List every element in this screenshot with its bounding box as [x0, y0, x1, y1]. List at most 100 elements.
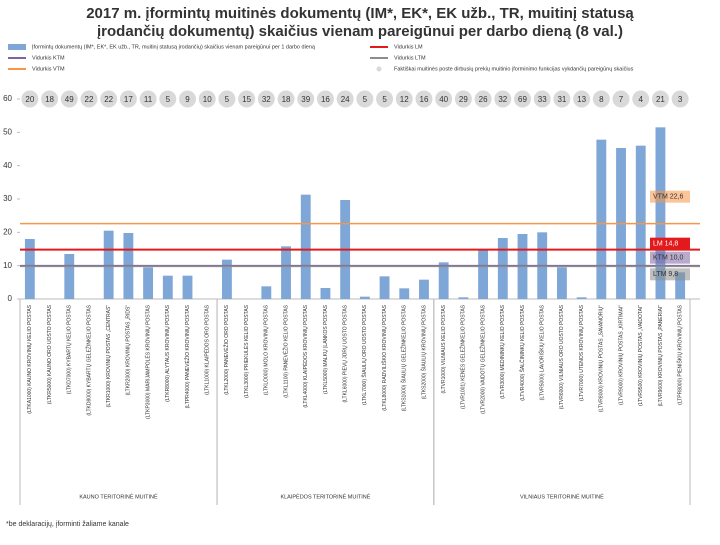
x-tick-label: (LTKR1000) KROVINIŲ POSTAS „CENTRAS“ — [106, 305, 112, 408]
group-label: KLAIPĖDOS TERITORINĖ MUITINĖ — [280, 493, 370, 500]
bar — [103, 230, 114, 299]
count-label: 69 — [518, 95, 527, 104]
count-marker — [119, 90, 137, 108]
bar — [320, 288, 331, 299]
count-marker — [474, 90, 492, 108]
x-tick-label: (LTVR5000) LAVORIŠKIŲ KELIO POSTAS — [539, 304, 546, 400]
reference-label: VTM 22,6 — [653, 194, 683, 201]
count-label: 22 — [85, 95, 94, 104]
x-tick-label: (LTKA1000) KAUNO KROVINIŲ KELIO POSTAS — [27, 304, 33, 413]
count-label: 7 — [619, 95, 624, 104]
reference-label-box — [650, 190, 690, 203]
bar — [261, 286, 272, 299]
chart-title: 2017 m. įformintų muitinės dokumentų (IM… — [86, 5, 634, 22]
bar — [399, 288, 410, 299]
x-tick-label: (LTKL5000) MALKŲ ĮLANKOS POSTAS — [323, 304, 329, 394]
count-marker — [198, 90, 216, 108]
x-tick-label: (LTKL2000) PANEVĖŽIO ORO POSTAS — [222, 304, 230, 394]
count-label: 32 — [262, 95, 271, 104]
count-label: 49 — [65, 95, 74, 104]
count-label: 5 — [166, 95, 171, 104]
x-tick-label: (LTKL8000) RADVILIŠKIO KROVINIŲ POSTAS — [381, 304, 388, 410]
count-marker — [336, 90, 354, 108]
count-label: 9 — [185, 95, 190, 104]
x-tick-label: (LTKL4000) KLAIPĖDOS KROVINIŲ POSTAS — [302, 304, 309, 407]
x-tick-label: (LTKR2000) KROVINIŲ POSTAS „RIDS“ — [126, 305, 132, 396]
reference-label-box — [650, 237, 690, 250]
y-tick-label: 40 — [3, 161, 12, 170]
x-tick-label: (LTVR3000) MEDININKŲ KELIO POSTAS — [500, 304, 506, 398]
x-tick-label: (LTKP3000) MARIJAMPOLĖS KROVINIŲ POSTAS — [144, 304, 151, 419]
count-marker — [100, 90, 118, 108]
legend-label: Vidurkis LM — [394, 44, 423, 50]
bar — [458, 297, 469, 299]
x-tick-label: (LTVR1000) VILNIAUS KELIO POSTAS — [441, 304, 447, 393]
bar — [143, 267, 154, 299]
count-label: 21 — [656, 95, 665, 104]
count-marker — [573, 90, 591, 108]
bar — [419, 279, 429, 299]
count-marker — [277, 90, 295, 108]
count-marker — [159, 90, 177, 108]
x-tick-label: (LTKL1100) PANEVĖŽIO KELIO POSTAS — [281, 304, 289, 397]
bar — [359, 296, 370, 299]
count-marker — [297, 90, 315, 108]
x-tick-label: (LTKR5000) KAUNO ORO UOSTO POSTAS — [47, 304, 53, 404]
legend-label: Vidurkis VTM — [32, 66, 65, 72]
count-label: 3 — [678, 95, 683, 104]
count-label: 40 — [439, 95, 448, 104]
count-marker — [454, 90, 472, 108]
count-label: 16 — [420, 95, 429, 104]
reference-label: LM 14,8 — [653, 241, 678, 248]
y-tick-label: 20 — [3, 227, 12, 236]
count-label: 10 — [203, 95, 212, 104]
bar — [675, 272, 686, 299]
count-marker — [435, 90, 453, 108]
count-label: 11 — [144, 95, 153, 104]
count-marker — [356, 90, 374, 108]
x-tick-label: (LTKL1000) KLAIPĖDOS ORO POSTAS — [204, 304, 211, 395]
count-label: 20 — [25, 95, 34, 104]
bar — [182, 275, 193, 299]
count-label: 4 — [639, 95, 644, 104]
count-label: 12 — [400, 95, 409, 104]
bar — [556, 267, 567, 299]
x-tick-label: (LTVR2000) VAIDOTŲ GELEŽINKELIO POSTAS — [478, 304, 486, 414]
x-tick-label: (LTPR8000) PIENIŠKIŲ KROVINIŲ POSTAS — [676, 304, 683, 405]
footnote: *be deklaracijų, įforminti žaliame kanal… — [6, 521, 129, 528]
count-label: 13 — [577, 95, 586, 104]
count-marker — [80, 90, 98, 108]
x-tick-label: (LTKD7000) KYBARTŲ KELIO POSTAS — [67, 304, 73, 394]
count-marker — [553, 90, 571, 108]
x-tick-label: (LTKR8000) ALYTAUS KROVINIŲ POSTAS — [165, 304, 171, 402]
x-tick-label: (LTKLO000) MOLO KROVINIŲ POSTAS — [264, 304, 270, 395]
count-marker — [139, 90, 157, 108]
bar — [576, 297, 587, 299]
count-marker — [316, 90, 334, 108]
bar — [281, 246, 291, 299]
count-label: 15 — [242, 95, 251, 104]
count-marker — [533, 90, 551, 108]
count-marker — [179, 90, 196, 108]
bar — [497, 238, 508, 299]
bar — [478, 249, 489, 299]
count-label: 31 — [557, 95, 566, 104]
count-marker — [395, 90, 413, 108]
x-tick-label: (LTVR1001) KENĖS GELEŽINKELIO POSTAS — [459, 304, 467, 409]
bar — [300, 194, 311, 299]
x-tick-label: (LTKS1000) ŠIAULIŲ GELEŽINKELIO POSTAS — [400, 304, 408, 411]
count-marker — [651, 90, 669, 108]
count-label: 5 — [225, 95, 230, 104]
count-marker — [41, 90, 59, 108]
legend-label: Įformintų dokumentų (IM*, EK*, EK užb., … — [32, 44, 316, 50]
x-tick-label: (LTVR9500) KROVINIŲ POSTAS „VAIDOTAI“ — [638, 305, 644, 406]
count-label: 18 — [282, 95, 291, 104]
bar — [635, 145, 646, 299]
bar — [162, 275, 173, 299]
bar — [64, 254, 75, 299]
legend-label: Faktiškai muitinės poste dirbusių prekių… — [394, 66, 634, 72]
count-marker — [218, 90, 236, 108]
bar — [596, 139, 607, 299]
count-label: 26 — [479, 95, 488, 104]
